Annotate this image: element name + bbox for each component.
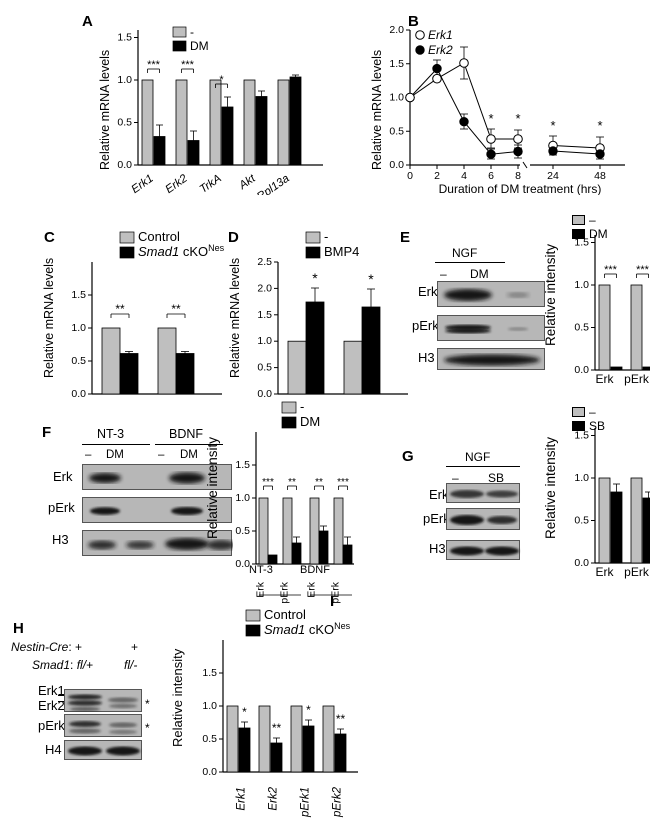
svg-text:Erk: Erk <box>596 372 615 386</box>
svg-text:0.0: 0.0 <box>574 557 589 569</box>
svg-text:4: 4 <box>461 170 467 182</box>
svg-text:***: *** <box>147 59 161 71</box>
svg-text:2.0: 2.0 <box>257 282 272 294</box>
svg-text:1.0: 1.0 <box>574 472 589 484</box>
svg-text:**: ** <box>336 712 346 726</box>
svg-text:pErk2: pErk2 <box>332 786 344 818</box>
svg-text:0.0: 0.0 <box>235 558 250 570</box>
svg-text:6: 6 <box>488 170 494 182</box>
svg-text:pErk: pErk <box>624 372 650 386</box>
svg-text:Duration of DM treatment (hrs): Duration of DM treatment (hrs) <box>439 182 602 195</box>
svg-text:2: 2 <box>434 170 440 182</box>
svg-text:TrkA: TrkA <box>198 172 224 195</box>
svg-text:0.5: 0.5 <box>574 515 589 527</box>
svg-text:*: * <box>597 118 602 133</box>
svg-text:-: - <box>190 25 194 39</box>
svg-text:1.0: 1.0 <box>257 335 272 347</box>
svg-text:2.5: 2.5 <box>257 256 272 268</box>
svg-text:Erk1: Erk1 <box>129 173 155 195</box>
svg-text:1.5: 1.5 <box>117 32 132 44</box>
svg-text:0.5: 0.5 <box>389 125 404 137</box>
svg-text:DM: DM <box>190 39 209 53</box>
svg-text:*: * <box>515 111 520 126</box>
svg-text:*: * <box>312 270 318 286</box>
svg-text:1.0: 1.0 <box>389 92 404 104</box>
svg-text:0.0: 0.0 <box>389 159 404 171</box>
svg-text:*: * <box>488 111 493 126</box>
svg-text:0.0: 0.0 <box>574 364 589 376</box>
svg-text:Erk1: Erk1 <box>236 787 248 811</box>
svg-text:*: * <box>368 271 374 287</box>
svg-text:0.5: 0.5 <box>235 525 250 537</box>
svg-text:DM: DM <box>300 414 320 429</box>
svg-text:***: *** <box>604 264 618 276</box>
svg-text:1.0: 1.0 <box>71 322 86 334</box>
svg-text:1.5: 1.5 <box>389 58 404 70</box>
svg-text:0.0: 0.0 <box>71 388 86 397</box>
svg-text:Rpl13a: Rpl13a <box>255 173 292 195</box>
svg-text:1.5: 1.5 <box>235 459 250 471</box>
svg-text:**: ** <box>315 477 323 488</box>
svg-text:0.5: 0.5 <box>202 733 217 745</box>
svg-text:***: *** <box>262 477 274 488</box>
svg-text:*: * <box>306 703 311 717</box>
svg-text:0.5: 0.5 <box>574 322 589 334</box>
svg-text:2.0: 2.0 <box>389 25 404 36</box>
svg-text:1.5: 1.5 <box>202 667 217 679</box>
svg-text:Smad1 cKONes: Smad1 cKONes <box>264 621 351 637</box>
svg-text:48: 48 <box>594 170 606 182</box>
svg-text:1.5: 1.5 <box>257 309 272 321</box>
svg-text:1.0: 1.0 <box>235 492 250 504</box>
svg-text:1.5: 1.5 <box>71 289 86 301</box>
svg-text:Akt: Akt <box>236 172 258 192</box>
svg-text:**: ** <box>171 302 181 316</box>
svg-text:0.0: 0.0 <box>202 766 217 778</box>
svg-text:-: - <box>324 230 328 244</box>
svg-text:***: *** <box>181 59 195 71</box>
svg-text:Control: Control <box>138 230 180 244</box>
svg-text:*: * <box>242 705 247 719</box>
svg-text:Erk2: Erk2 <box>428 43 453 57</box>
svg-text:0.5: 0.5 <box>117 117 132 129</box>
svg-text:**: ** <box>288 477 296 488</box>
svg-text:0.0: 0.0 <box>257 388 272 397</box>
svg-text:1.0: 1.0 <box>117 74 132 86</box>
svg-text:0.5: 0.5 <box>257 362 272 374</box>
svg-text:BMP4: BMP4 <box>324 244 359 259</box>
svg-text:pErk: pErk <box>624 565 650 579</box>
svg-text:*: * <box>219 74 224 86</box>
svg-text:**: ** <box>115 302 125 316</box>
svg-text:Erk: Erk <box>596 565 615 579</box>
svg-text:***: *** <box>337 477 349 488</box>
svg-text:**: ** <box>272 721 282 735</box>
svg-text:8: 8 <box>515 170 521 182</box>
svg-text:0.0: 0.0 <box>117 159 132 171</box>
svg-text:Erk1: Erk1 <box>428 28 453 42</box>
svg-text:Erk2: Erk2 <box>163 172 190 195</box>
svg-text:***: *** <box>636 264 650 276</box>
svg-text:1.0: 1.0 <box>574 279 589 291</box>
svg-text:pErk1: pErk1 <box>300 787 312 818</box>
svg-text:pErk: pErk <box>279 581 291 603</box>
svg-text:*: * <box>550 118 555 133</box>
svg-text:Control: Control <box>264 608 306 622</box>
svg-text:0: 0 <box>407 170 413 182</box>
svg-text:1.0: 1.0 <box>202 700 217 712</box>
svg-text:-: - <box>300 400 304 414</box>
svg-text:Erk2: Erk2 <box>268 786 280 810</box>
svg-text:0.5: 0.5 <box>71 355 86 367</box>
svg-text:Smad1 cKONes: Smad1 cKONes <box>138 243 225 259</box>
svg-text:24: 24 <box>547 170 559 182</box>
